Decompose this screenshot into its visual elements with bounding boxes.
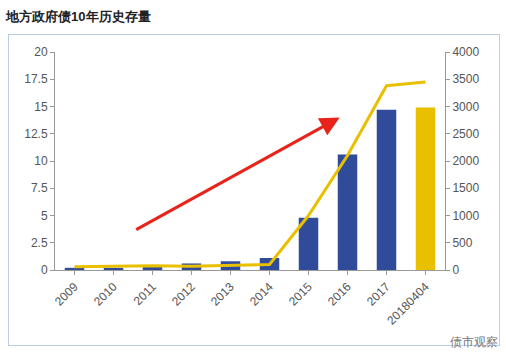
svg-text:2012: 2012 bbox=[169, 280, 198, 309]
svg-text:5: 5 bbox=[41, 209, 48, 223]
svg-text:0: 0 bbox=[452, 263, 459, 277]
svg-text:20180404: 20180404 bbox=[384, 280, 432, 328]
svg-text:7.5: 7.5 bbox=[31, 181, 48, 195]
svg-text:2011: 2011 bbox=[131, 280, 159, 308]
svg-text:15: 15 bbox=[34, 100, 48, 114]
svg-text:2014: 2014 bbox=[247, 280, 276, 309]
svg-text:地方政府债10年历史存量: 地方政府债10年历史存量 bbox=[5, 9, 150, 24]
svg-text:1000: 1000 bbox=[452, 209, 479, 223]
svg-text:2000: 2000 bbox=[452, 154, 479, 168]
svg-text:2016: 2016 bbox=[325, 280, 354, 309]
svg-text:17.5: 17.5 bbox=[24, 72, 48, 86]
svg-text:0: 0 bbox=[41, 263, 48, 277]
svg-text:债市观察: 债市观察 bbox=[450, 335, 498, 349]
svg-text:3000: 3000 bbox=[452, 100, 479, 114]
svg-text:12.5: 12.5 bbox=[24, 127, 48, 141]
svg-text:2010: 2010 bbox=[91, 280, 120, 309]
svg-text:20: 20 bbox=[34, 45, 48, 59]
svg-text:2013: 2013 bbox=[208, 280, 237, 309]
svg-text:2.5: 2.5 bbox=[31, 236, 48, 250]
svg-text:10: 10 bbox=[34, 154, 48, 168]
svg-text:500: 500 bbox=[452, 236, 472, 250]
svg-text:2015: 2015 bbox=[286, 280, 315, 309]
svg-text:1500: 1500 bbox=[452, 181, 479, 195]
svg-text:3500: 3500 bbox=[452, 72, 479, 86]
svg-text:4000: 4000 bbox=[452, 45, 479, 59]
svg-text:2500: 2500 bbox=[452, 127, 479, 141]
svg-text:2009: 2009 bbox=[52, 280, 81, 309]
svg-text:2017: 2017 bbox=[364, 280, 393, 309]
